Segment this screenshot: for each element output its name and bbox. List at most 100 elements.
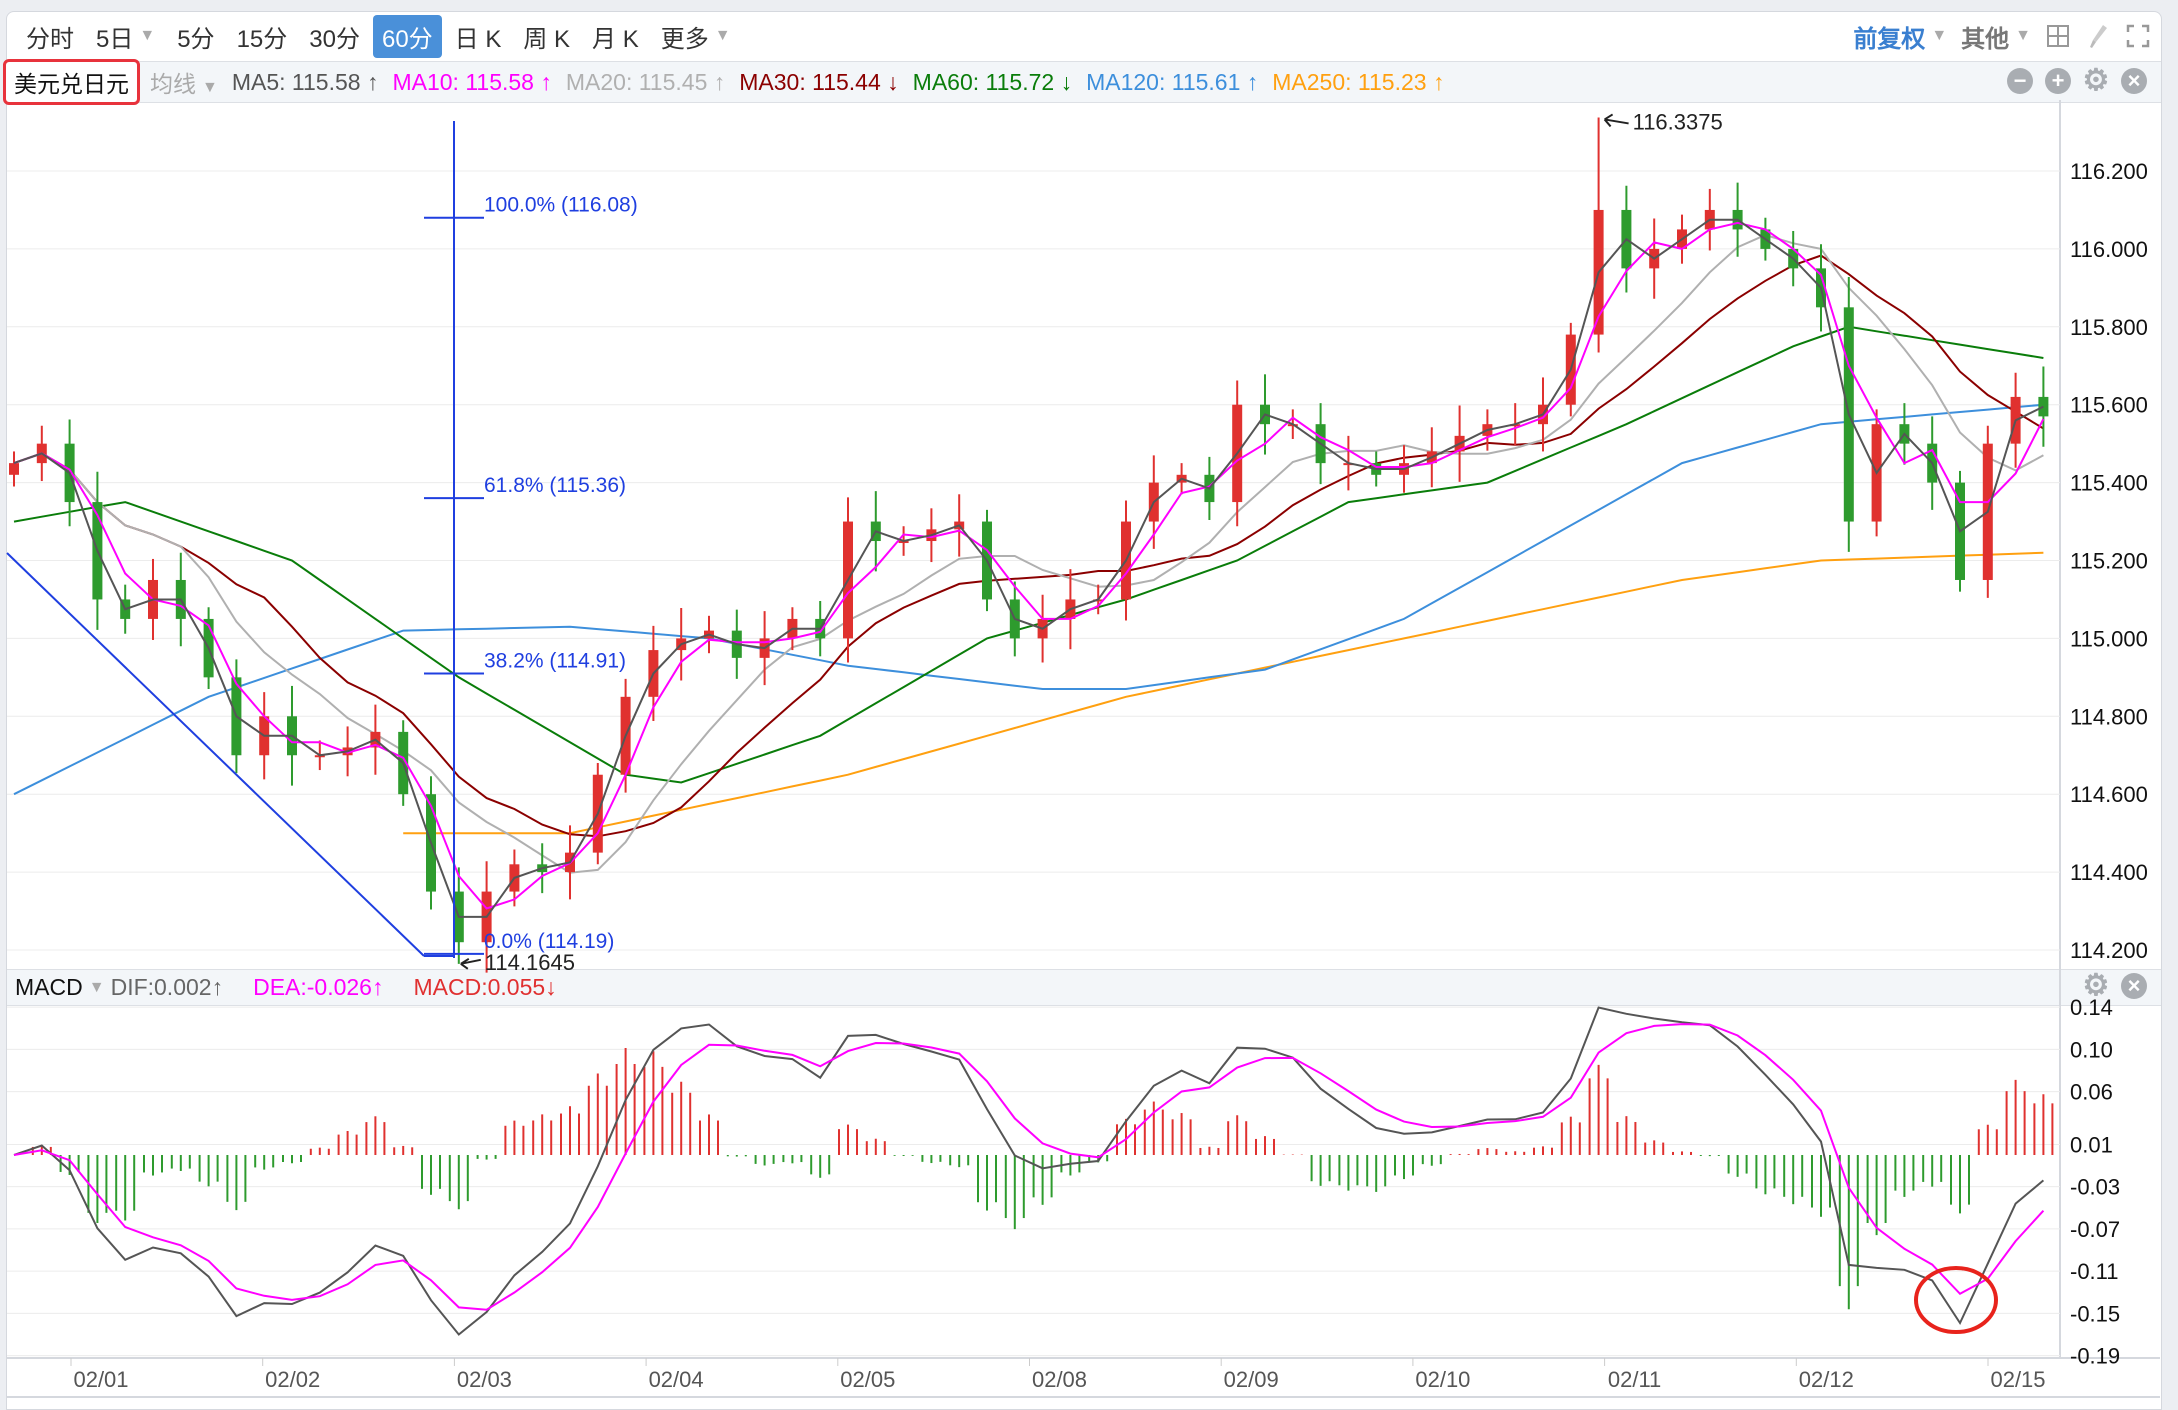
date-label: 02/12: [1799, 1367, 1854, 1392]
price-tick-label: 115.600: [2070, 393, 2148, 418]
price-tick-label: 116.200: [2070, 159, 2148, 184]
period-tab-60min[interactable]: 60分: [372, 14, 442, 58]
toolbar-right: 前复权 ▼ 其他 ▼: [1853, 12, 2151, 60]
ma10-line: [13, 221, 2045, 910]
price-tick-label: 116.000: [2070, 237, 2148, 262]
period-label: 周 K: [523, 25, 571, 53]
macd-tick-label: -0.03: [2070, 1175, 2120, 1200]
high-arrow-icon: [1603, 113, 1629, 128]
dif-line: [13, 1006, 2045, 1336]
indicator-controls: − + ⚙ ×: [1995, 66, 2147, 96]
price-tick-label: 114.400: [2070, 860, 2148, 885]
plus-circle-icon[interactable]: +: [2045, 68, 2071, 94]
close-circle-icon[interactable]: ×: [2121, 68, 2147, 94]
chevron-down-icon[interactable]: ▼: [88, 978, 105, 996]
ma-selector-label: 均线: [150, 71, 196, 97]
chevron-down-icon: ▼: [2015, 27, 2031, 44]
ma-selector[interactable]: 均线 ▼: [150, 65, 218, 99]
layout-grid-icon[interactable]: [2045, 23, 2071, 49]
period-toolbar: 分时 5日 ▼ 5分 15分 30分 60分 日 K 周 K 月 K 更多 ▼ 前复…: [7, 12, 2161, 60]
ma30-line: [13, 254, 2044, 838]
price-tick-label: 114.200: [2070, 938, 2148, 963]
price-tick-label: 114.800: [2070, 704, 2148, 729]
dif-value: DIF:0.002↑: [110, 974, 224, 1000]
macd-tick-label: -0.07: [2070, 1217, 2120, 1242]
price-tick-label: 115.200: [2070, 549, 2148, 574]
fib-level-label: 100.0% (116.08): [484, 194, 638, 217]
low-arrow-icon: [460, 957, 481, 970]
date-label: 02/04: [649, 1367, 704, 1392]
price-tick-label: 115.400: [2070, 471, 2148, 496]
macd-selector[interactable]: MACD: [15, 974, 83, 1000]
fullscreen-icon[interactable]: [2125, 23, 2151, 49]
period-tab-15min[interactable]: 15分: [228, 15, 297, 58]
fib-level-label: 61.8% (115.36): [484, 474, 626, 497]
ma20-line: [13, 233, 2044, 874]
date-label: 02/15: [1990, 1367, 2045, 1392]
period-label: 60分: [381, 25, 433, 53]
chevron-down-icon: ▼: [139, 27, 156, 44]
period-tab-daily[interactable]: 日 K: [446, 15, 511, 58]
high-price-label: 116.3375: [1633, 109, 1723, 134]
ma5-value: MA5: 115.58 ↑: [231, 68, 379, 95]
macd-tick-label: 0.10: [2070, 1037, 2113, 1062]
close-circle-icon[interactable]: ×: [2121, 973, 2147, 999]
date-label: 02/03: [457, 1367, 512, 1392]
other-dropdown[interactable]: 其他: [1961, 25, 2010, 53]
candle-up: [1343, 463, 1354, 466]
highlight-circle: [1914, 1266, 1998, 1334]
dea-line: [13, 1023, 2045, 1311]
date-label: 02/10: [1415, 1367, 1470, 1392]
candle-up: [898, 541, 909, 544]
chevron-down-icon: ▼: [714, 27, 731, 44]
low-price-label: 114.1645: [485, 950, 575, 975]
period-label: 5日: [96, 25, 134, 53]
price-tick-label: 114.600: [2070, 782, 2148, 807]
dea-value: DEA:-0.026↑: [253, 974, 384, 1000]
trend-line: [6, 552, 425, 957]
brush-icon[interactable]: [2085, 23, 2111, 49]
period-tab-5min[interactable]: 5分: [168, 15, 223, 58]
period-tab-monthly[interactable]: 月 K: [583, 15, 648, 58]
macd-tick-label: 0.14: [2070, 995, 2113, 1020]
period-label: 更多: [660, 25, 709, 53]
period-label: 15分: [236, 25, 288, 53]
ma20-value: MA20: 115.45 ↑: [565, 68, 726, 95]
date-label: 02/09: [1224, 1367, 1279, 1392]
candle-up: [9, 463, 19, 475]
ma30-value: MA30: 115.44 ↓: [739, 68, 899, 95]
date-label: 02/08: [1032, 1367, 1087, 1392]
ma60-value: MA60: 115.72 ↓: [912, 68, 1073, 95]
macd-controls: ⚙ ×: [2071, 971, 2147, 1001]
ma250-value: MA250: 115.23 ↑: [1272, 68, 1445, 95]
period-tab-5day[interactable]: 5日 ▼: [87, 15, 164, 58]
minus-circle-icon[interactable]: −: [2007, 68, 2033, 94]
macd-tick-label: -0.15: [2070, 1301, 2120, 1326]
ma120-value: MA120: 115.61 ↑: [1086, 68, 1259, 95]
date-label: 02/01: [73, 1367, 128, 1392]
period-tab-weekly[interactable]: 周 K: [514, 15, 579, 58]
price-tick-label: 115.000: [2070, 626, 2148, 651]
period-label: 分时: [26, 25, 74, 53]
period-label: 月 K: [592, 25, 639, 53]
ma120-line: [13, 403, 2044, 796]
period-label: 日 K: [454, 25, 502, 53]
fib-level-label: 0.0% (114.19): [484, 930, 614, 953]
period-tab-more[interactable]: 更多 ▼: [652, 15, 740, 58]
ma5-line: [13, 218, 2044, 918]
macd-tick-label: 0.06: [2070, 1080, 2113, 1105]
macd-value: MACD:0.055↓: [413, 974, 557, 1000]
fib-level-label: 38.2% (114.91): [484, 649, 626, 672]
date-label: 02/11: [1608, 1367, 1661, 1392]
macd-header: MACD ▼ DIF:0.002↑ DEA:-0.026↑ MACD:0.055↓…: [7, 969, 2161, 1006]
moving-average-row: 美元兑日元 均线 ▼ MA5: 115.58 ↑ MA10: 115.58 ↑ M…: [3, 59, 2161, 105]
period-label: 30分: [309, 25, 360, 53]
adjust-dropdown[interactable]: 前复权: [1853, 25, 1926, 53]
chevron-down-icon: ▼: [1931, 27, 1948, 44]
ma10-value: MA10: 115.58 ↑: [392, 68, 552, 95]
period-tab-intraday[interactable]: 分时: [17, 15, 83, 58]
symbol-label[interactable]: 美元兑日元: [3, 59, 140, 105]
macd-tick-label: -0.11: [2070, 1259, 2119, 1284]
period-tab-30min[interactable]: 30分: [300, 15, 369, 58]
